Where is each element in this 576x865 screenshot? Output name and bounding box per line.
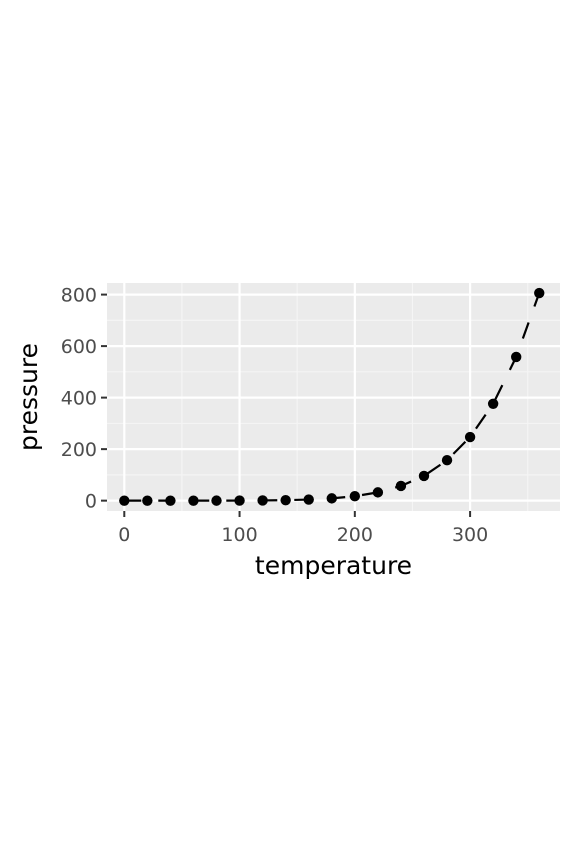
data-point xyxy=(372,487,384,498)
data-point xyxy=(211,495,222,506)
data-point xyxy=(464,431,476,443)
data-point xyxy=(188,495,199,506)
y-tick-label: 600 xyxy=(61,336,97,358)
x-tick-label: 200 xyxy=(337,524,373,546)
y-tick-label: 200 xyxy=(61,439,97,461)
x-tick-label: 300 xyxy=(452,524,488,546)
x-axis-ticks: 0 100 200 300 xyxy=(118,511,488,546)
y-axis-title: pressure xyxy=(14,343,43,451)
major-gridlines xyxy=(107,283,560,511)
x-axis-title: temperature xyxy=(255,551,412,580)
data-point xyxy=(142,495,153,506)
data-point xyxy=(326,493,337,504)
data-point xyxy=(234,495,245,506)
x-tick-label: 0 xyxy=(118,524,130,546)
data-point xyxy=(510,351,522,363)
data-points xyxy=(119,287,545,506)
y-axis-ticks: 0 200 400 600 800 xyxy=(61,285,107,513)
data-point xyxy=(280,494,291,506)
data-point xyxy=(418,470,430,482)
data-point xyxy=(349,490,361,502)
data-point xyxy=(257,495,268,506)
y-tick-label: 800 xyxy=(61,285,97,307)
data-point xyxy=(119,495,130,506)
data-point xyxy=(487,398,499,409)
data-point xyxy=(441,455,453,466)
data-point xyxy=(165,495,176,506)
data-point xyxy=(303,494,314,505)
data-point xyxy=(395,480,407,492)
y-tick-label: 400 xyxy=(61,388,97,410)
data-point xyxy=(534,287,545,299)
x-tick-label: 100 xyxy=(221,524,257,546)
y-tick-label: 0 xyxy=(85,491,97,513)
